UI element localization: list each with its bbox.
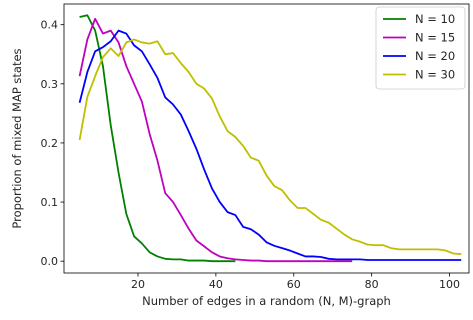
y-tick-label: 0.0 — [41, 255, 59, 268]
plot-area — [63, 3, 470, 274]
plot-frame — [63, 3, 470, 274]
legend-label: N = 30 — [415, 68, 455, 82]
x-tick-label: 40 — [209, 278, 223, 291]
x-tick-label: 60 — [287, 278, 301, 291]
legend: N = 10 N = 15 N = 20 N = 30 — [375, 6, 466, 90]
y-tick-label: 0.3 — [41, 78, 59, 91]
legend-label: N = 20 — [415, 49, 455, 63]
series-line-1 — [79, 14, 236, 263]
y-tick-label: 0.4 — [41, 19, 59, 32]
legend-box — [375, 6, 466, 90]
y-axis: 0.0 0.1 0.2 0.3 0.4 — [41, 19, 64, 268]
y-axis-label: Proportion of mixed MAP states — [10, 48, 24, 228]
series-line-3 — [78, 29, 462, 261]
x-axis-label: Number of edges in a random (N, M)-graph — [142, 294, 391, 308]
x-tick-label: 20 — [131, 278, 145, 291]
series-line-2 — [78, 17, 353, 263]
legend-label: N = 15 — [415, 31, 455, 45]
x-tick-label: 80 — [365, 278, 379, 291]
legend-label: N = 10 — [415, 12, 455, 26]
y-tick-label: 0.2 — [41, 137, 59, 150]
y-tick-label: 0.1 — [41, 196, 59, 209]
x-tick-label: 100 — [439, 278, 460, 291]
series-line-4 — [78, 38, 462, 255]
series-layer — [78, 14, 462, 263]
x-axis: 20 40 60 80 100 — [131, 273, 460, 291]
